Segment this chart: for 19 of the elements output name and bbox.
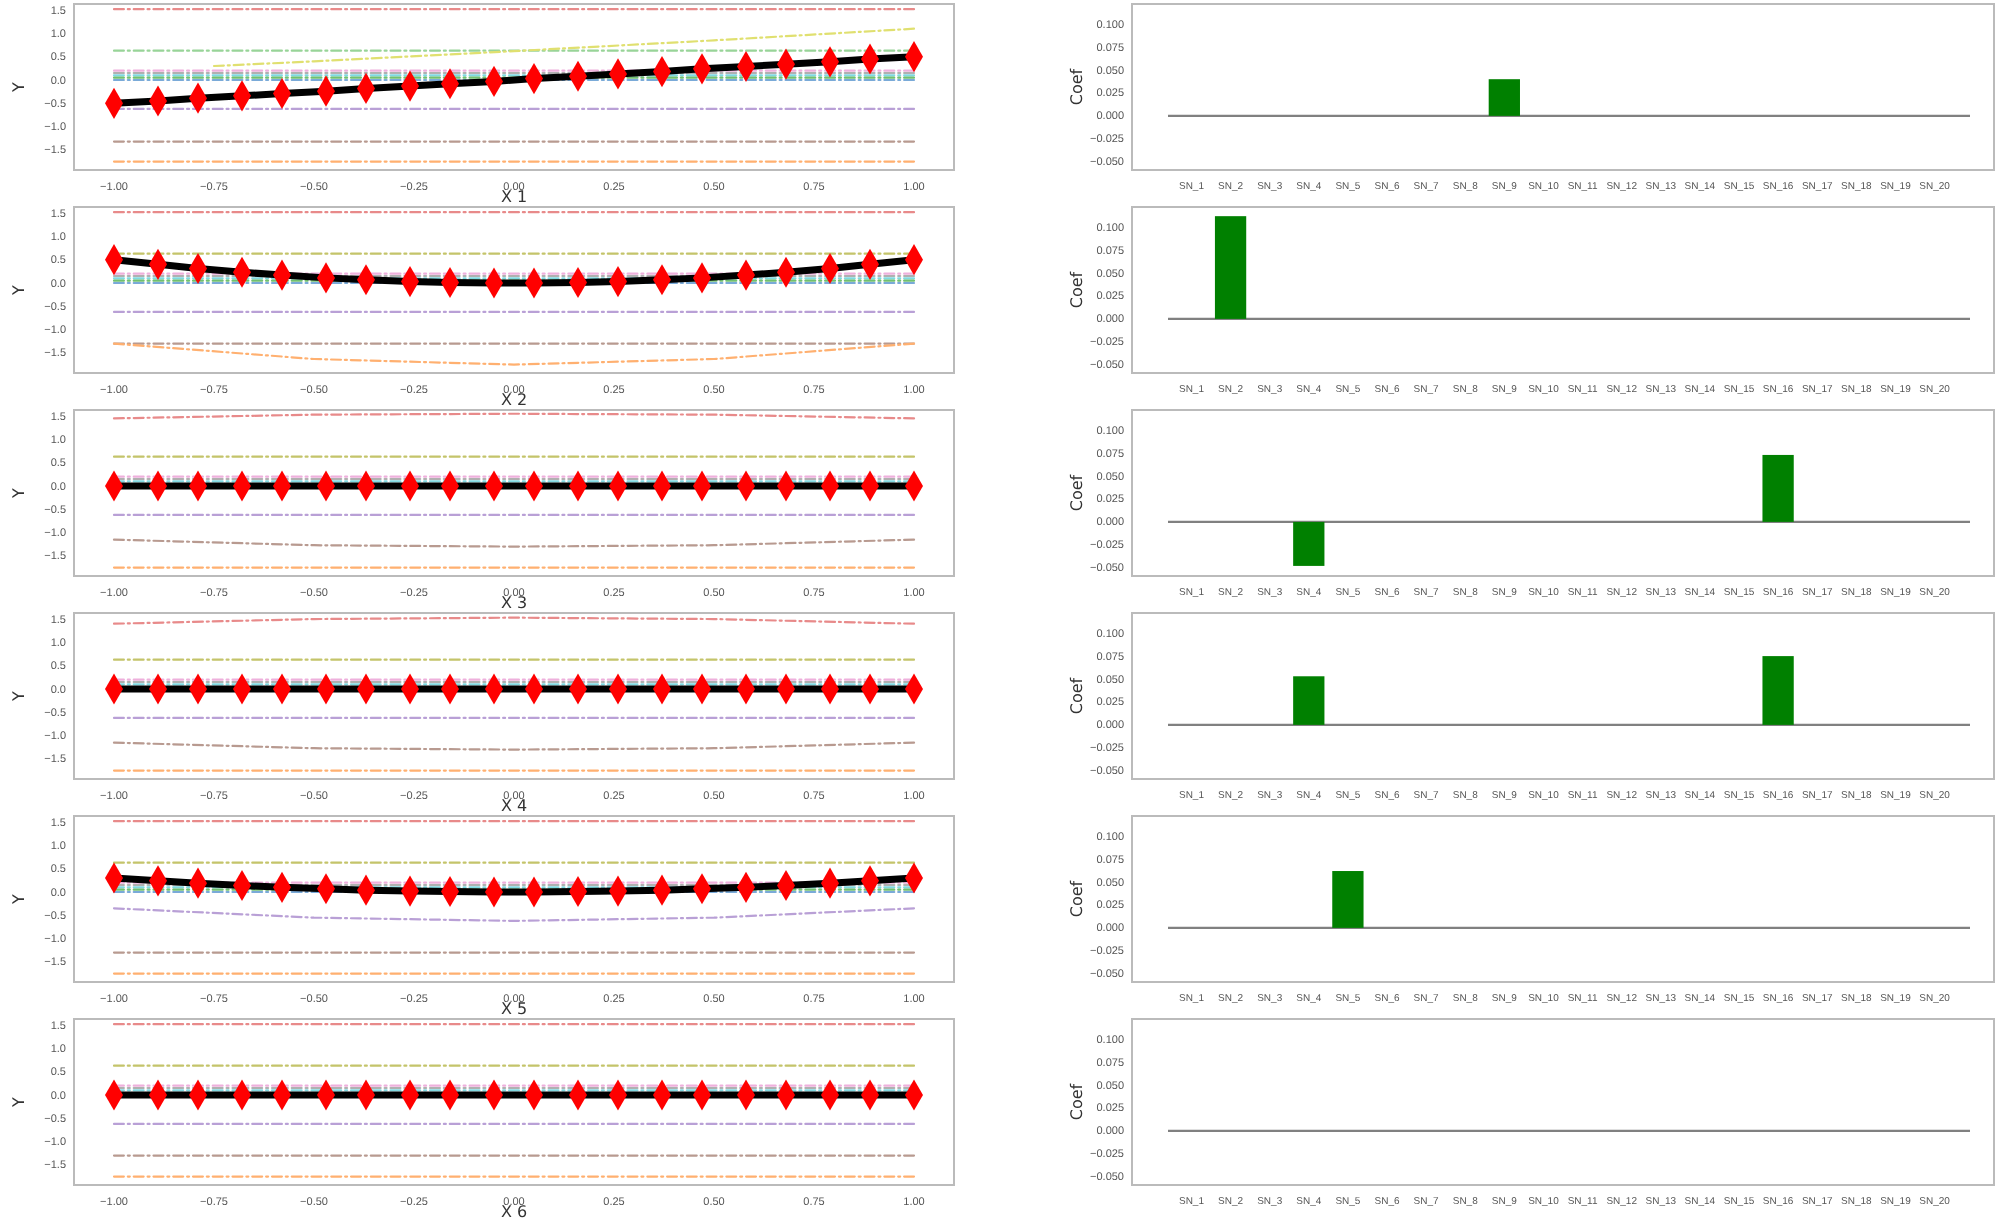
x-axis-title: X 1	[500, 188, 528, 206]
x-axis-title: X 2	[500, 391, 528, 409]
y-axis-title: Y	[10, 284, 28, 297]
y-axis-title: Y	[10, 1096, 28, 1109]
y-axis-title: Y	[10, 487, 28, 500]
x-axis-title: X 3	[500, 594, 528, 612]
y-axis-title: Y	[10, 690, 28, 703]
y-axis-title: Coef	[1068, 68, 1086, 106]
x-axis-title: X 5	[500, 1000, 528, 1018]
x-axis-title: X 6	[500, 1203, 528, 1218]
y-axis-title: Coef	[1068, 880, 1086, 918]
y-axis-title: Coef	[1068, 1083, 1086, 1121]
line-series	[212, 27, 916, 68]
x-axis-title: X 4	[500, 797, 528, 815]
y-axis-title: Coef	[1068, 677, 1086, 715]
y-axis-title: Coef	[1068, 271, 1086, 309]
y-axis-title: Y	[10, 893, 28, 906]
y-axis-title: Coef	[1068, 474, 1086, 512]
y-axis-title: Y	[10, 81, 28, 94]
